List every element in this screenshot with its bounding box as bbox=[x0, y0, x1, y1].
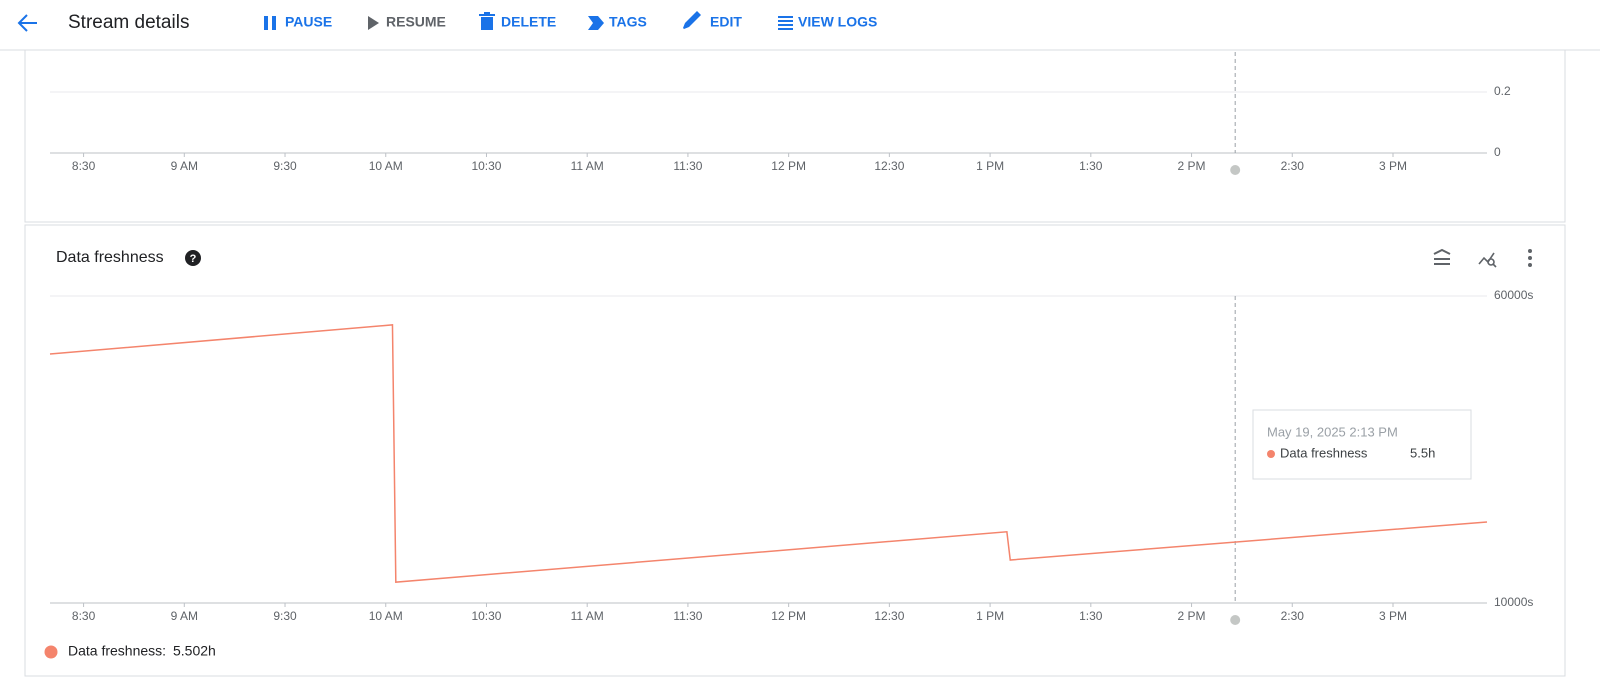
action-label: DELETE bbox=[501, 14, 556, 30]
pause-button[interactable]: PAUSE bbox=[264, 14, 332, 30]
edit-button[interactable]: EDIT bbox=[683, 11, 742, 30]
x-tick-label: 11:30 bbox=[673, 609, 702, 623]
tooltip-series: Data freshness bbox=[1280, 445, 1368, 460]
resume-button[interactable]: RESUME bbox=[368, 14, 446, 30]
x-tick-label: 1 PM bbox=[976, 609, 1004, 623]
x-tick-label: 10:30 bbox=[471, 609, 501, 623]
y-tick-label: 0 bbox=[1494, 145, 1501, 159]
legend-swatch bbox=[44, 645, 58, 659]
x-tick-label: 12 PM bbox=[771, 609, 806, 623]
svg-text:?: ? bbox=[190, 253, 197, 265]
x-tick-label: 2 PM bbox=[1178, 159, 1206, 173]
action-label: PAUSE bbox=[285, 14, 332, 30]
x-tick-label: 9:30 bbox=[273, 159, 297, 173]
tooltip-value: 5.5h bbox=[1410, 445, 1435, 460]
x-tick-label: 9:30 bbox=[273, 609, 297, 623]
x-tick-label: 10 AM bbox=[369, 159, 403, 173]
x-tick-label: 12:30 bbox=[874, 159, 904, 173]
help-icon[interactable]: ? bbox=[185, 250, 201, 266]
back-button[interactable] bbox=[17, 14, 37, 32]
chart-title: Data freshness bbox=[56, 249, 164, 266]
x-tick-label: 11:30 bbox=[673, 159, 702, 173]
legend-toggle-icon[interactable] bbox=[1433, 248, 1451, 265]
x-tick-label: 12:30 bbox=[874, 609, 904, 623]
y-tick-label: 60000s bbox=[1494, 288, 1533, 302]
action-label: VIEW LOGS bbox=[798, 14, 877, 30]
legend-value: 5.502h bbox=[173, 643, 216, 659]
x-tick-label: 2:30 bbox=[1281, 609, 1305, 623]
x-tick-label: 1:30 bbox=[1079, 159, 1103, 173]
x-tick-label: 2 PM bbox=[1178, 609, 1206, 623]
delete-button[interactable]: DELETE bbox=[479, 12, 556, 30]
x-tick-label: 11 AM bbox=[571, 609, 604, 623]
view-logs-button[interactable]: VIEW LOGS bbox=[778, 14, 877, 30]
x-tick-label: 8:30 bbox=[72, 159, 96, 173]
more-menu[interactable] bbox=[1528, 249, 1532, 267]
x-tick-label: 3 PM bbox=[1379, 159, 1407, 173]
x-tick-label: 10:30 bbox=[471, 159, 501, 173]
x-tick-label: 3 PM bbox=[1379, 609, 1407, 623]
y-tick-label: 10000s bbox=[1494, 595, 1533, 609]
tooltip-swatch bbox=[1267, 450, 1275, 458]
action-label: EDIT bbox=[710, 14, 742, 30]
tags-button[interactable]: TAGS bbox=[588, 14, 647, 30]
tooltip-time: May 19, 2025 2:13 PM bbox=[1267, 424, 1398, 439]
data-line bbox=[49, 324, 1488, 583]
x-tick-label: 1 PM bbox=[976, 159, 1004, 173]
x-tick-label: 10 AM bbox=[369, 609, 403, 623]
page-title: Stream details bbox=[68, 12, 189, 33]
hover-marker bbox=[1230, 165, 1241, 175]
legend-label: Data freshness: bbox=[68, 643, 166, 659]
x-tick-label: 9 AM bbox=[171, 159, 198, 173]
card bbox=[24, 29, 1566, 223]
x-tick-label: 8:30 bbox=[72, 609, 96, 623]
x-tick-label: 2:30 bbox=[1281, 159, 1305, 173]
y-tick-label: 0.2 bbox=[1494, 84, 1511, 98]
action-label: TAGS bbox=[609, 14, 647, 30]
action-label: RESUME bbox=[386, 14, 446, 30]
hover-marker bbox=[1230, 615, 1241, 625]
x-tick-label: 1:30 bbox=[1079, 609, 1103, 623]
explore-icon[interactable] bbox=[1478, 252, 1497, 268]
tooltip: May 19, 2025 2:13 PM Data freshness 5.5h bbox=[1252, 409, 1472, 480]
x-tick-label: 9 AM bbox=[171, 609, 198, 623]
x-tick-label: 11 AM bbox=[571, 159, 604, 173]
x-tick-label: 12 PM bbox=[771, 159, 806, 173]
